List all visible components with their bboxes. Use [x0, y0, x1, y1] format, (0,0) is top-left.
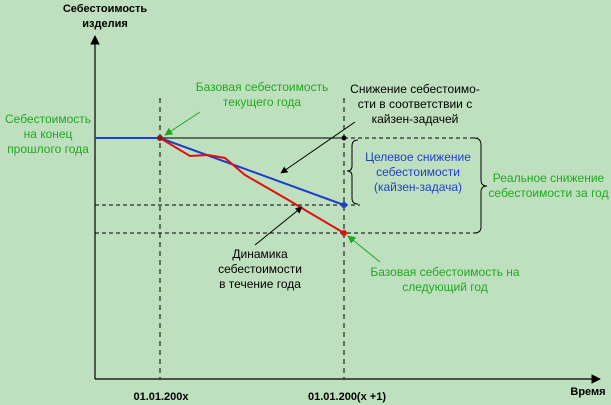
cost-dynamics-label: Динамика себестоимости в течение года: [218, 247, 302, 291]
base-cost-current-arrow: [164, 111, 201, 136]
real-reduction-label: Реальное снижение себестоимости за год: [488, 171, 609, 200]
x-tick-end: 01.01.200(x +1): [308, 391, 386, 403]
kaizen-reduction-arrow: [280, 121, 356, 174]
real-reduction-bracket: [473, 137, 488, 234]
prev-cost-end-point: [341, 135, 347, 141]
target-reduction-bracket: [346, 139, 359, 205]
actual-end-point: [341, 230, 347, 236]
prev-year-end-label: Себестоимость на конец прошлого года: [4, 112, 92, 156]
y-axis-title: Себестоимость изделия: [62, 3, 148, 30]
x-axis-title: Время: [570, 386, 606, 398]
base-cost-current-label: Базовая себестоимость текущего года: [195, 80, 329, 109]
x-tick-start: 01.01.200x: [133, 391, 189, 403]
target-reduction-label: Целевое снижение себестоимости (кайзен-з…: [365, 150, 471, 194]
dynamics-arrow: [254, 206, 303, 246]
base-cost-next-arrow: [347, 235, 381, 263]
base-cost-next-label: Базовая себестоимость на следующий год: [370, 265, 520, 294]
target-cost-line: [159, 137, 345, 206]
start-point: [157, 135, 163, 141]
kaizen-reduction-label: Снижение себестоимо- сти в соответствии …: [350, 82, 480, 126]
target-end-point: [341, 202, 347, 208]
actual-cost-line: [159, 137, 345, 234]
